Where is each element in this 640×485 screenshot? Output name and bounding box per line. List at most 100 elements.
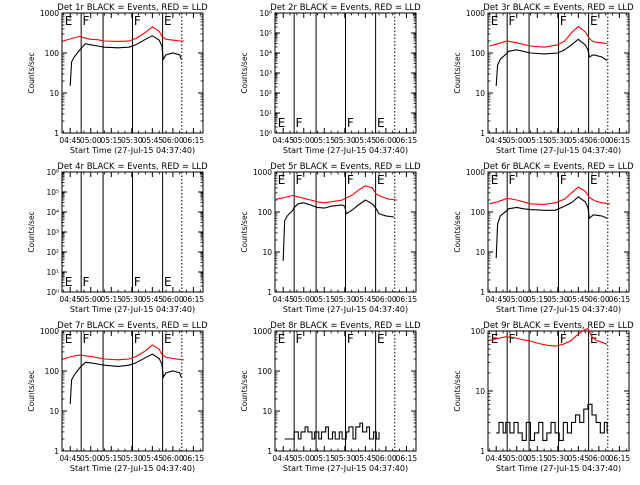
x-tick-label: 05:45 [142,136,164,145]
marker-letter-F: F [560,14,567,28]
marker-letter-F: F [134,14,141,28]
y-tick-label: 10² [46,248,59,257]
marker-letter-E: E [65,332,73,346]
y-axis-label: Counts/sec [453,370,462,411]
x-axis-label: Start Time (27-Jul-15 04:37:40) [70,305,195,314]
y-axis-label: Counts/sec [453,211,462,252]
x-axis-label: Start Time (27-Jul-15 04:37:40) [283,464,408,473]
x-tick-label: 05:45 [568,295,590,304]
x-tick-label: 05:30 [121,136,143,145]
y-tick-label: 10⁶ [46,168,59,177]
y-tick-label: 1000 [40,9,59,18]
x-tick-label: 05:00 [80,295,102,304]
y-axis-label: Counts/sec [240,370,249,411]
marker-letter-E: E [164,14,172,28]
x-tick-label: 04:45 [272,295,294,304]
series-line [69,35,182,87]
y-tick-label: 100 [471,327,486,336]
y-tick-label: 10⁰ [259,129,272,138]
y-tick-label: 100 [258,208,273,217]
x-tick-label: 06:00 [588,136,610,145]
y-axis-label: Counts/sec [27,211,36,252]
x-axis-label: Start Time (27-Jul-15 04:37:40) [70,146,195,155]
y-axis-label: Counts/sec [240,52,249,93]
marker-letter-F: F [134,275,141,289]
x-tick-label: 06:00 [162,454,184,463]
x-tick-label: 04:45 [272,454,294,463]
x-tick-label: 06:15 [396,295,418,304]
x-tick-label: 05:30 [547,136,569,145]
marker-letter-E: E [377,332,385,346]
x-tick-label: 06:00 [162,295,184,304]
x-tick-label: 05:45 [568,136,590,145]
marker-letter-E: E [164,332,172,346]
y-tick-label: 1 [267,447,272,456]
series-line [69,353,182,405]
y-tick-label: 10 [475,387,485,396]
y-tick-label: 10¹ [259,109,272,118]
x-axis-label: Start Time (27-Jul-15 04:37:40) [496,305,621,314]
x-tick-label: 04:45 [485,295,507,304]
x-tick-label: 05:45 [142,295,164,304]
x-tick-label: 05:15 [100,295,122,304]
x-tick-label: 05:00 [506,295,528,304]
series-line [495,196,608,259]
x-axis-label: Start Time (27-Jul-15 04:37:40) [283,146,408,155]
marker-letter-E: E [164,275,172,289]
y-tick-label: 1 [480,129,485,138]
y-tick-label: 100 [45,49,60,58]
x-tick-label: 05:45 [142,454,164,463]
series-line [495,38,608,87]
x-tick-label: 06:15 [609,295,631,304]
x-tick-label: 06:00 [375,295,397,304]
y-tick-label: 100 [45,367,60,376]
marker-letter-F: F [347,116,354,130]
marker-letter-E: E [65,275,73,289]
x-tick-label: 05:30 [334,454,356,463]
marker-letter-F: F [560,332,567,346]
panel-title: Det 6r BLACK = Events, RED = LLD [483,162,634,172]
series-line [284,422,380,440]
marker-letter-F: F [509,173,516,187]
marker-letter-E: E [278,173,286,187]
x-tick-label: 04:45 [59,454,81,463]
y-tick-label: 10⁴ [259,49,272,58]
x-tick-label: 05:15 [313,136,335,145]
panel-det-7: Det 7r BLACK = Events, RED = LLD 1 10 100 10… [27,321,208,473]
x-tick-label: 05:30 [547,295,569,304]
panel-det-9: Det 9r BLACK = Events, RED = LLD 1 10 100 Co… [453,321,634,473]
y-tick-label: 100 [471,208,486,217]
x-tick-label: 06:15 [396,454,418,463]
x-tick-label: 06:15 [183,295,205,304]
marker-letter-E: E [491,14,499,28]
y-tick-label: 10⁴ [46,208,59,217]
x-tick-label: 04:45 [485,454,507,463]
x-tick-label: 06:00 [375,136,397,145]
y-tick-label: 10² [259,89,272,98]
x-tick-label: 05:45 [355,454,377,463]
y-tick-label: 10⁵ [259,29,272,38]
y-tick-label: 10 [262,248,272,257]
series-line [276,185,397,204]
y-tick-label: 10⁶ [259,9,272,18]
x-tick-label: 05:30 [334,136,356,145]
x-tick-label: 06:15 [396,136,418,145]
y-tick-label: 1000 [253,168,272,177]
panel-det-6: Det 6r BLACK = Events, RED = LLD 1 10 100 10… [453,162,634,314]
marker-letter-E: E [377,116,385,130]
y-tick-label: 100 [258,367,273,376]
marker-letter-E: E [590,173,598,187]
x-tick-label: 06:15 [183,454,205,463]
marker-letter-E: E [65,14,73,28]
series-line [282,199,395,261]
panel-title: Det 1r BLACK = Events, RED = LLD [57,3,208,13]
series-line [489,25,608,48]
x-tick-label: 06:00 [588,295,610,304]
x-tick-label: 05:15 [526,454,548,463]
y-axis-label: Counts/sec [27,370,36,411]
panel-det-1: Det 1r BLACK = Events, RED = LLD 1 10 100 10… [27,3,208,155]
marker-letter-F: F [296,332,303,346]
marker-letter-F: F [347,332,354,346]
marker-letter-F: F [296,173,303,187]
